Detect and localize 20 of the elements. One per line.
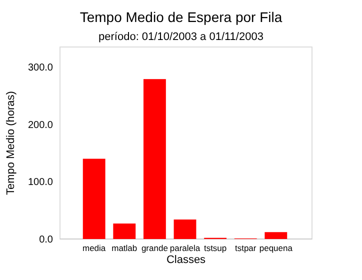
y-tick-label: 200.0 xyxy=(28,120,54,131)
x-tick-label: pequena xyxy=(259,243,293,253)
x-tick-label: matlab xyxy=(112,243,138,253)
x-axis-title: Classes xyxy=(166,254,206,266)
y-tick-label: 0.0 xyxy=(39,234,54,246)
bar xyxy=(174,220,196,239)
x-tick-label: media xyxy=(82,243,106,253)
chart-subtitle: período: 01/10/2003 a 01/11/2003 xyxy=(98,31,264,43)
y-tick-label: 300.0 xyxy=(28,62,54,74)
bar xyxy=(143,79,166,239)
y-tick-label: 100.0 xyxy=(28,177,54,188)
x-tick-label: paralela xyxy=(170,243,200,253)
bar xyxy=(264,232,288,239)
chart-title: Tempo Medio de Espera por Fila xyxy=(80,9,282,25)
bar xyxy=(82,158,106,239)
x-tick-label: grande xyxy=(141,243,168,253)
y-axis-title: Tempo Medio (horas) xyxy=(5,91,17,195)
x-tick-label: tstsup xyxy=(204,243,227,253)
bar xyxy=(113,224,136,239)
x-tick-label: tstpar xyxy=(234,243,256,253)
